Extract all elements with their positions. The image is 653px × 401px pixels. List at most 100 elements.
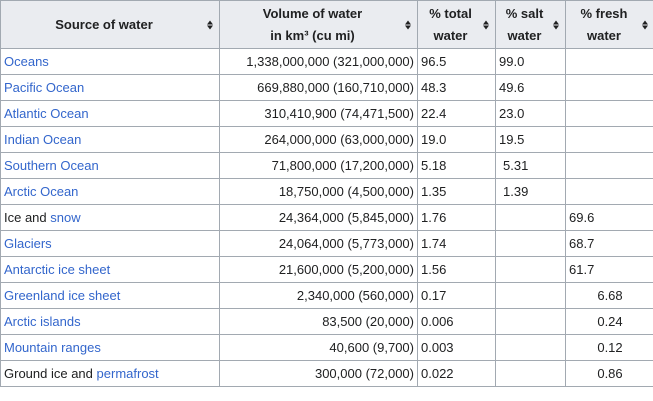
column-header-source[interactable]: Source of water — [0, 0, 220, 49]
table-row: Pacific Ocean 669,880,000 (160,710,000) … — [0, 74, 653, 101]
salt-cell — [495, 256, 566, 283]
column-header-total[interactable]: % total water — [417, 0, 496, 49]
water-distribution-table: Source of water Volume of water in km³ (… — [0, 0, 653, 387]
source-link[interactable]: Southern Ocean — [4, 158, 99, 173]
total-cell: 1.76 — [417, 204, 496, 231]
fresh-cell: 0.86 — [565, 360, 653, 387]
sort-icon[interactable] — [207, 20, 213, 29]
fresh-cell: 68.7 — [565, 230, 653, 257]
column-header-fresh-line2: water — [587, 27, 621, 43]
sort-icon[interactable] — [642, 20, 648, 29]
source-cell: Glaciers — [0, 230, 220, 257]
source-cell: Ice and snow — [0, 204, 220, 231]
salt-cell — [495, 204, 566, 231]
source-link[interactable]: snow — [50, 210, 81, 225]
table-row: Glaciers 24,064,000 (5,773,000) 1.74 68.… — [0, 230, 653, 257]
fresh-cell — [565, 178, 653, 205]
volume-cell: 24,364,000 (5,845,000) — [219, 204, 418, 231]
column-header-salt-line2: water — [507, 27, 542, 43]
column-header-volume-line2: in km³ (cu mi) — [270, 27, 355, 43]
table-row: Indian Ocean 264,000,000 (63,000,000) 19… — [0, 126, 653, 153]
column-header-fresh-line1: % fresh — [580, 5, 628, 21]
table-row: Antarctic ice sheet 21,600,000 (5,200,00… — [0, 256, 653, 283]
salt-cell: 19.5 — [495, 126, 566, 153]
salt-cell — [495, 334, 566, 361]
salt-cell — [495, 230, 566, 257]
volume-cell: 24,064,000 (5,773,000) — [219, 230, 418, 257]
source-cell: Southern Ocean — [0, 152, 220, 179]
total-cell: 19.0 — [417, 126, 496, 153]
table-row: Atlantic Ocean 310,410,900 (74,471,500) … — [0, 100, 653, 127]
volume-cell: 310,410,900 (74,471,500) — [219, 100, 418, 127]
table-row: Arctic islands 83,500 (20,000) 0.006 0.2… — [0, 308, 653, 335]
sort-icon[interactable] — [483, 20, 489, 29]
source-cell: Arctic islands — [0, 308, 220, 335]
table-row: Mountain ranges 40,600 (9,700) 0.003 0.1… — [0, 334, 653, 361]
source-cell: Greenland ice sheet — [0, 282, 220, 309]
source-link[interactable]: Pacific Ocean — [4, 80, 85, 95]
source-cell: Pacific Ocean — [0, 74, 220, 101]
table-row: Ice and snow 24,364,000 (5,845,000) 1.76… — [0, 204, 653, 231]
source-link[interactable]: Indian Ocean — [4, 132, 82, 147]
volume-cell: 40,600 (9,700) — [219, 334, 418, 361]
source-cell: Antarctic ice sheet — [0, 256, 220, 283]
table-row: Arctic Ocean 18,750,000 (4,500,000) 1.35… — [0, 178, 653, 205]
fresh-cell: 69.6 — [565, 204, 653, 231]
total-cell: 1.35 — [417, 178, 496, 205]
salt-cell — [495, 360, 566, 387]
volume-cell: 2,340,000 (560,000) — [219, 282, 418, 309]
fresh-cell — [565, 48, 653, 75]
volume-cell: 18,750,000 (4,500,000) — [219, 178, 418, 205]
source-cell: Oceans — [0, 48, 220, 75]
volume-cell: 1,338,000,000 (321,000,000) — [219, 48, 418, 75]
source-text: Ground ice and — [4, 366, 93, 381]
total-cell: 48.3 — [417, 74, 496, 101]
volume-cell: 71,800,000 (17,200,000) — [219, 152, 418, 179]
fresh-cell — [565, 100, 653, 127]
salt-cell — [495, 282, 566, 309]
source-link[interactable]: Oceans — [4, 54, 49, 69]
fresh-cell: 0.24 — [565, 308, 653, 335]
column-header-volume[interactable]: Volume of water in km³ (cu mi) — [219, 0, 418, 49]
column-header-total-line2: water — [433, 27, 468, 43]
source-link[interactable]: permafrost — [96, 366, 159, 381]
source-link[interactable]: Atlantic Ocean — [4, 106, 89, 121]
total-cell: 0.003 — [417, 334, 496, 361]
fresh-cell — [565, 126, 653, 153]
source-link[interactable]: Glaciers — [4, 236, 52, 251]
source-cell: Atlantic Ocean — [0, 100, 220, 127]
header-row: Source of water Volume of water in km³ (… — [0, 0, 653, 49]
table-row: Oceans 1,338,000,000 (321,000,000) 96.5 … — [0, 48, 653, 75]
total-cell: 0.006 — [417, 308, 496, 335]
salt-cell: 1.39 — [495, 178, 566, 205]
source-link[interactable]: Antarctic ice sheet — [4, 262, 111, 277]
table-row: Southern Ocean 71,800,000 (17,200,000) 5… — [0, 152, 653, 179]
source-link[interactable]: Arctic islands — [4, 314, 81, 329]
salt-cell: 5.31 — [495, 152, 566, 179]
column-header-salt-line1: % salt — [505, 5, 544, 21]
volume-cell: 300,000 (72,000) — [219, 360, 418, 387]
volume-cell: 669,880,000 (160,710,000) — [219, 74, 418, 101]
source-link[interactable]: Mountain ranges — [4, 340, 101, 355]
source-link[interactable]: Arctic Ocean — [4, 184, 79, 199]
column-header-salt[interactable]: % salt water — [495, 0, 566, 49]
salt-cell: 49.6 — [495, 74, 566, 101]
fresh-cell: 61.7 — [565, 256, 653, 283]
source-link[interactable]: Greenland ice sheet — [4, 288, 121, 303]
volume-cell: 264,000,000 (63,000,000) — [219, 126, 418, 153]
source-cell: Indian Ocean — [0, 126, 220, 153]
fresh-cell — [565, 152, 653, 179]
column-header-source-label: Source of water — [55, 16, 153, 32]
salt-cell: 23.0 — [495, 100, 566, 127]
salt-cell — [495, 308, 566, 335]
source-cell: Mountain ranges — [0, 334, 220, 361]
column-header-total-line1: % total — [429, 5, 472, 21]
column-header-fresh[interactable]: % fresh water — [565, 0, 653, 49]
salt-cell: 99.0 — [495, 48, 566, 75]
total-cell: 96.5 — [417, 48, 496, 75]
fresh-cell: 0.12 — [565, 334, 653, 361]
fresh-cell — [565, 74, 653, 101]
sort-icon[interactable] — [553, 20, 559, 29]
sort-icon[interactable] — [405, 20, 411, 29]
table-row: Greenland ice sheet 2,340,000 (560,000) … — [0, 282, 653, 309]
